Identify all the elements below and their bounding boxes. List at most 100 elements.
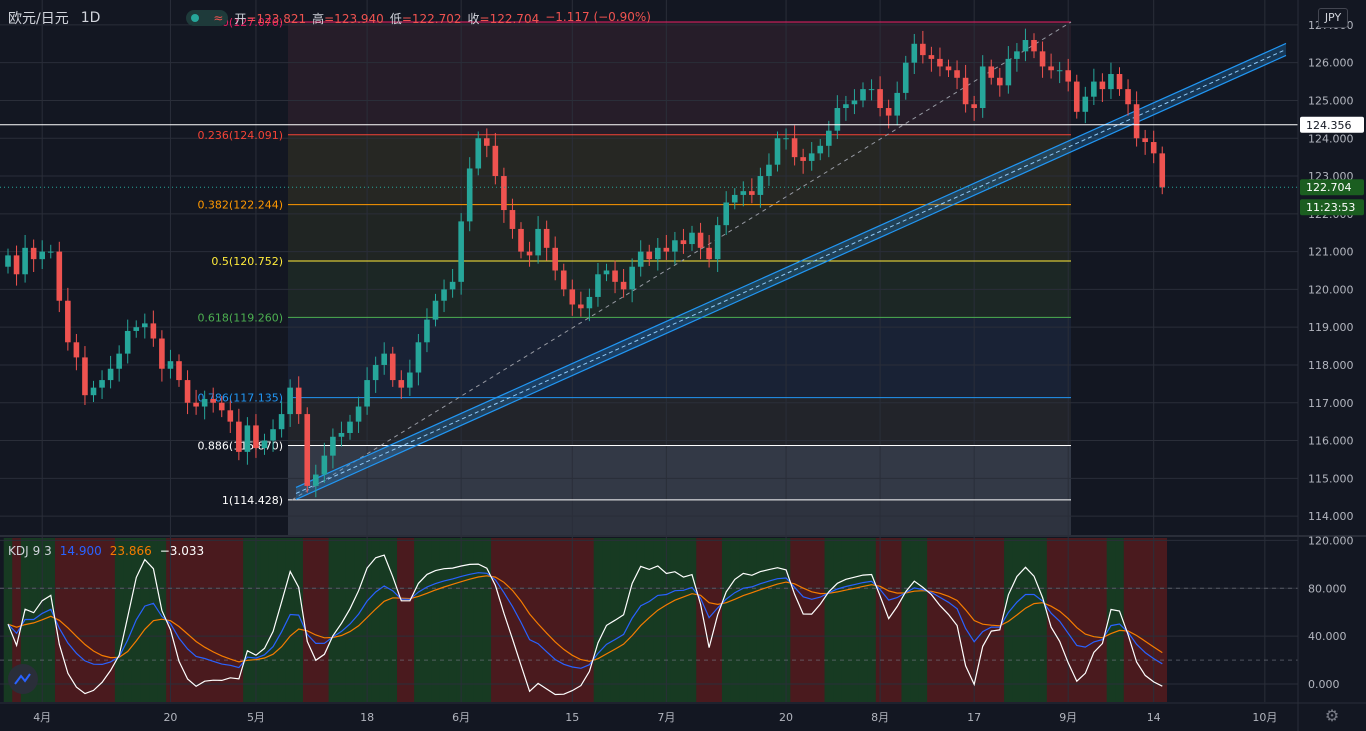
kdj-band [448,538,458,702]
candle-body [330,436,336,456]
price-tick-label: 116.000 [1308,435,1354,448]
candle-body [800,157,806,161]
candle-body [1031,40,1037,52]
timeframe-label[interactable]: 1D [80,10,101,26]
kdj-band [764,538,774,702]
fibonacci-trend-line [291,21,1072,501]
price-tick-label: 125.000 [1308,94,1354,107]
kdj-band [1132,538,1142,702]
candle-body [116,353,122,369]
kdj-band [687,538,697,702]
candle-body [167,361,174,369]
kdj-band [1029,538,1039,702]
kdj-band [995,538,1005,702]
market-status-pill[interactable]: ≈ [186,10,229,26]
candle-body [680,240,687,245]
market-open-dot-icon [191,14,200,22]
fibonacci-label: 0(127.076) [222,16,283,29]
price-tick-label: 115.000 [1308,472,1354,485]
time-tick-label: 10月 [1252,711,1277,724]
candle-body [868,89,875,91]
kdj-band [123,538,133,702]
kdj-band [1012,538,1022,702]
candle-body [278,414,285,430]
candle-body [1073,81,1080,112]
candle-body [560,270,567,290]
candle-body [304,414,311,486]
kdj-band [320,538,330,702]
ohlc-values: 开=123.821 高=123.940 低=122.702 收=122.704 … [234,10,651,27]
candle-body [107,368,114,381]
kdj-band [46,538,56,702]
candle-body [484,138,490,146]
candle-body [988,66,995,78]
candle-body [791,138,798,158]
candle-body [620,281,627,290]
candle-body [236,421,242,452]
candle-body [808,153,815,161]
kdj-band [1106,538,1116,702]
kdj-name[interactable]: KDJ [8,544,29,558]
kdj-band [422,538,432,702]
candle-body [714,225,721,260]
candle-body [612,270,618,282]
candle-body [30,247,37,260]
tradingview-logo-icon[interactable] [8,664,38,694]
candle-body [1133,104,1140,139]
chart-header: 欧元/日元 1D ≈ 开=123.821 高=123.940 低=122.702… [8,8,651,28]
candle-body [843,104,849,109]
candle-body [5,255,11,267]
kdj-band [961,538,971,702]
candle-body [543,228,550,248]
candle-body [287,387,293,415]
candle-body [176,361,182,381]
kdj-band [226,538,236,702]
kdj-band [721,538,731,702]
candle-body [749,191,755,195]
close-label: 收 [467,11,480,26]
kdj-band [97,538,107,702]
candle-body [920,43,926,56]
kdj-d-line [7,575,1163,663]
kdj-band [260,538,270,702]
candle-body [321,455,328,475]
time-tick-label: 9月 [1059,711,1077,724]
candle-body [928,55,935,59]
kdj-band [790,538,800,702]
candle-body [885,108,892,116]
close-value: =122.704 [479,11,540,26]
candles [5,28,1166,498]
kdj-band [1004,538,1014,702]
kdj-band [1021,538,1031,702]
kdj-band [824,538,834,702]
crosshair-price-label: 124.356 [1306,119,1352,132]
kdj-band [1072,538,1082,702]
candle-body [184,380,191,403]
candle-body [65,300,71,343]
kdj-band [1089,538,1099,702]
fibonacci-label: 1(114.428) [222,494,283,507]
candle-body [56,251,63,301]
candle-body [706,247,712,260]
kdj-band [405,538,415,702]
candle-body [578,304,584,309]
kdj-band [140,538,150,702]
kdj-band [397,538,407,702]
kdj-band [910,538,920,702]
candle-body [372,364,379,381]
candle-body [723,202,729,226]
candle-body [210,398,216,403]
symbol-label[interactable]: 欧元/日元 [8,11,69,27]
candle-body [826,130,832,146]
kdj-lines [7,554,1163,696]
candle-body [655,247,661,260]
time-tick-label: 5月 [247,711,265,724]
kdj-band [884,538,894,702]
candle-body [1150,142,1157,154]
kdj-tick-label: 40.000 [1308,630,1347,643]
candle-body [458,221,464,282]
currency-button[interactable]: JPY [1318,8,1348,28]
kdj-j-line [7,554,1163,696]
gear-icon[interactable]: ⚙ [1324,706,1340,725]
